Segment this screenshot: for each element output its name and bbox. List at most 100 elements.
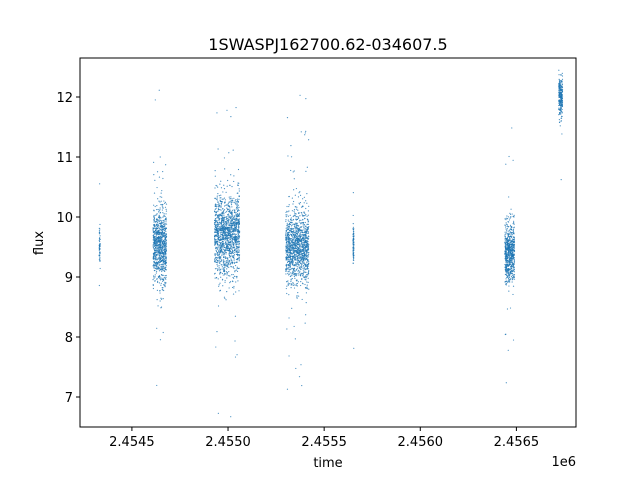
data-point <box>162 280 164 282</box>
data-point <box>302 274 304 277</box>
data-point <box>302 198 304 200</box>
data-point <box>219 197 221 199</box>
data-point <box>223 254 225 256</box>
data-point <box>227 249 229 252</box>
data-point <box>153 263 155 265</box>
data-point <box>220 264 222 266</box>
data-point <box>510 233 512 235</box>
data-point <box>307 214 309 216</box>
data-point <box>231 221 233 223</box>
data-point <box>160 192 162 194</box>
data-point <box>232 280 234 283</box>
data-point <box>236 233 238 235</box>
data-point <box>294 284 296 286</box>
data-point <box>159 233 161 235</box>
data-point <box>163 235 165 237</box>
data-point <box>513 276 515 278</box>
data-point <box>306 229 308 231</box>
data-point <box>160 269 162 271</box>
data-point <box>234 252 236 254</box>
data-point <box>158 227 160 229</box>
data-point <box>287 228 289 231</box>
data-point <box>155 234 158 236</box>
data-point <box>152 275 155 277</box>
data-point <box>161 265 163 267</box>
data-point <box>509 253 511 255</box>
data-point <box>238 239 240 241</box>
data-point <box>305 271 307 273</box>
data-point <box>165 213 167 215</box>
data-point <box>154 220 156 223</box>
data-point <box>218 235 220 237</box>
data-point <box>153 276 155 278</box>
data-point <box>156 237 158 239</box>
data-point <box>238 236 240 238</box>
data-point <box>224 223 226 225</box>
data-point <box>286 250 288 253</box>
data-point <box>307 268 309 270</box>
data-point <box>290 145 292 147</box>
data-point <box>213 219 216 222</box>
data-point <box>226 236 228 238</box>
data-point <box>302 225 304 227</box>
data-point <box>233 237 236 239</box>
data-point <box>215 346 217 348</box>
data-point <box>295 206 297 208</box>
data-point <box>505 273 507 276</box>
data-point <box>165 261 168 263</box>
data-point <box>290 225 293 227</box>
data-point <box>216 264 218 266</box>
data-point <box>293 244 295 246</box>
data-point <box>165 250 167 252</box>
data-point <box>304 240 306 242</box>
data-point <box>161 204 163 206</box>
data-point <box>233 231 235 233</box>
data-point <box>160 256 162 258</box>
data-point <box>308 253 310 255</box>
data-point <box>158 270 161 272</box>
data-point <box>561 94 563 96</box>
data-point <box>505 270 507 272</box>
y-tick-label: 8 <box>65 331 73 346</box>
data-point <box>303 227 305 229</box>
data-point <box>511 270 513 272</box>
data-point <box>507 239 509 241</box>
data-point <box>292 200 295 203</box>
data-point <box>159 253 162 255</box>
data-point <box>222 278 224 280</box>
data-point <box>506 255 508 257</box>
data-point <box>232 237 235 239</box>
data-point <box>292 252 294 254</box>
data-point <box>296 285 298 287</box>
data-point <box>303 248 305 250</box>
data-point <box>164 283 166 285</box>
data-point <box>298 227 301 229</box>
data-point <box>301 229 303 231</box>
data-point <box>560 110 563 113</box>
data-point <box>508 280 510 282</box>
data-point <box>299 232 301 235</box>
data-point <box>230 196 232 198</box>
data-point <box>218 219 220 221</box>
data-point <box>297 274 299 276</box>
x-tick-label: 2.4550 <box>205 435 251 450</box>
data-point <box>234 212 236 214</box>
data-point <box>233 246 236 248</box>
data-point <box>238 214 240 216</box>
data-point <box>160 203 162 206</box>
data-point <box>505 262 507 264</box>
data-point <box>301 222 303 224</box>
data-point <box>306 202 308 204</box>
data-point <box>305 228 307 230</box>
data-point <box>229 253 231 255</box>
data-point <box>299 266 301 268</box>
data-point <box>226 242 228 244</box>
data-point <box>296 297 298 299</box>
data-point <box>99 241 101 243</box>
data-point <box>161 229 163 231</box>
data-point <box>225 228 227 230</box>
data-point <box>218 222 220 224</box>
data-point <box>560 102 562 105</box>
data-point <box>290 280 292 283</box>
data-point <box>561 115 563 118</box>
